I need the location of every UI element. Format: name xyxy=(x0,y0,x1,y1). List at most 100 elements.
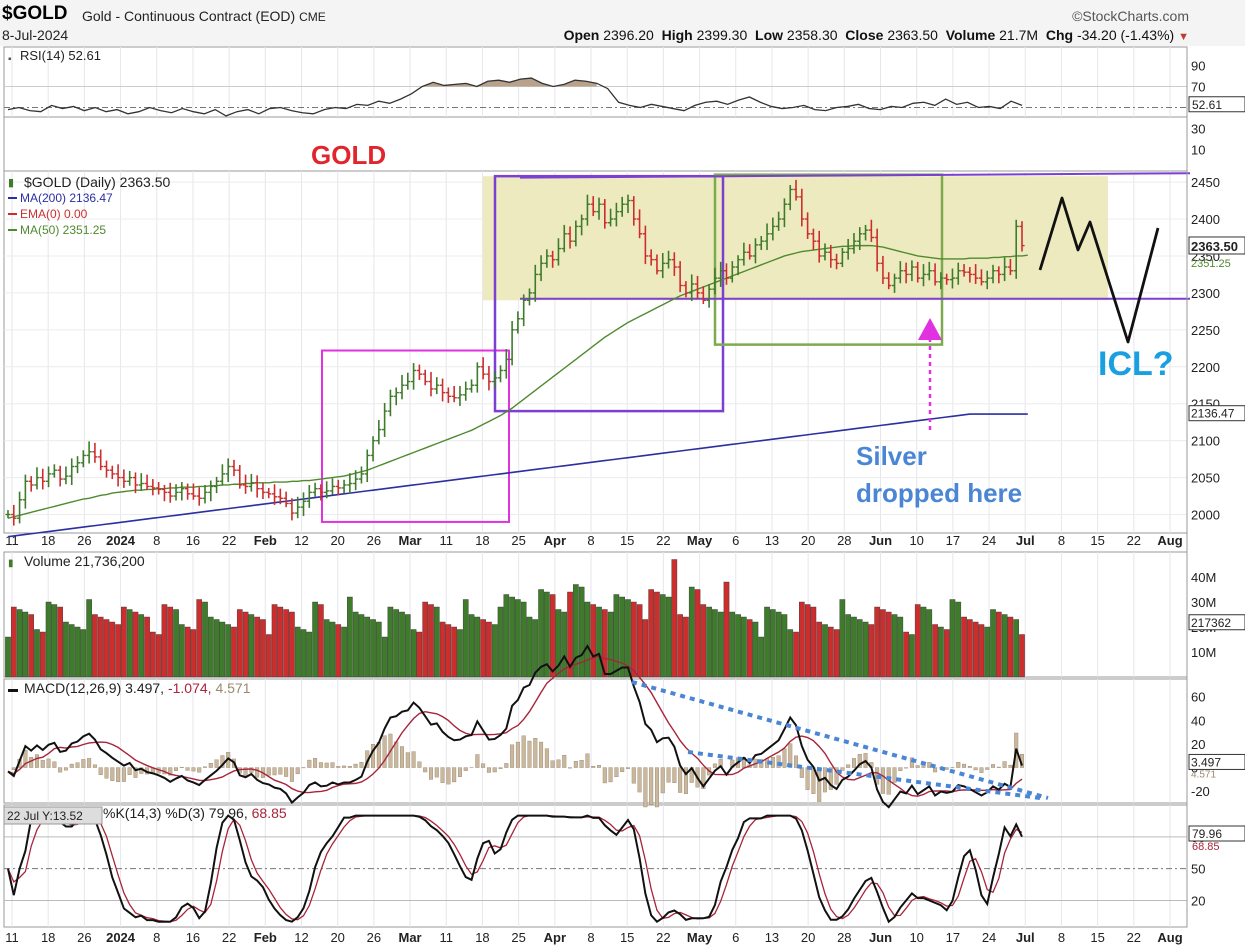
macd-histogram-bar xyxy=(527,740,532,768)
macd-histogram-bar xyxy=(579,760,584,768)
macd-histogram-bar xyxy=(649,767,654,806)
brand-label[interactable]: ©StockCharts.com xyxy=(1072,8,1189,24)
macd-histogram-bar xyxy=(69,763,74,768)
bottom-xtick-label: 8 xyxy=(153,930,160,945)
macd-histogram-bar xyxy=(556,759,561,768)
macd-histogram-bar xyxy=(342,765,347,768)
volume-bar xyxy=(590,604,597,678)
macd-histogram-bar xyxy=(880,767,885,794)
volume-ytick-label: 10M xyxy=(1191,645,1216,660)
volume-bar xyxy=(115,624,121,678)
volume-bar xyxy=(555,609,562,678)
volume-bar xyxy=(822,624,828,678)
volume-bar xyxy=(341,626,347,678)
bottom-xtick-label: 16 xyxy=(186,930,200,945)
rsi-ytick-label: 90 xyxy=(1191,59,1205,74)
volume-bar xyxy=(474,616,481,678)
macd-histogram-bar xyxy=(52,761,57,768)
volume-bar xyxy=(347,596,353,678)
bottom-xtick-label: 6 xyxy=(732,930,739,945)
macd-histogram-bar xyxy=(962,763,967,768)
price-xtick-label: 12 xyxy=(294,533,308,548)
macd-histogram-bar xyxy=(492,767,497,773)
volume-bar xyxy=(856,619,863,678)
macd-histogram-bar xyxy=(562,754,567,768)
bottom-xtick-label: 25 xyxy=(511,930,525,945)
rsi-current-tag-text: 52.61 xyxy=(1192,98,1222,112)
volume-bar xyxy=(630,601,637,678)
volume-bar xyxy=(74,626,81,678)
price-xtick-label: 8 xyxy=(153,533,160,548)
volume-bar xyxy=(648,589,654,678)
volume-bar xyxy=(885,611,892,678)
macd-histogram-bar xyxy=(654,767,659,808)
macd-histogram-bar xyxy=(614,767,619,778)
silver-arrow-head-icon xyxy=(918,318,942,340)
volume-bar xyxy=(381,636,388,678)
price-xtick-label: Feb xyxy=(254,533,277,548)
macd-histogram-bar xyxy=(121,767,126,782)
bottom-xtick-label: 8 xyxy=(1058,930,1065,945)
volume-bar xyxy=(712,609,718,678)
stochastic-d-tag-text: 68.85 xyxy=(1192,841,1220,853)
macd-histogram-bar xyxy=(637,767,642,793)
volume-bar xyxy=(671,559,678,678)
volume-bar xyxy=(63,621,69,678)
close-price-tag xyxy=(1188,236,1245,255)
bottom-xtick-label: 15 xyxy=(620,930,634,945)
macd-histogram-bar xyxy=(933,767,938,773)
volume-bar xyxy=(329,621,336,678)
volume-bar xyxy=(126,609,133,678)
macd-histogram-bar xyxy=(991,764,996,768)
bottom-xtick-label: 2024 xyxy=(106,930,136,945)
volume-bar xyxy=(468,614,475,678)
macd-histogram-bar xyxy=(591,766,596,768)
macd-histogram-bar xyxy=(498,767,503,769)
volume-bar xyxy=(700,604,707,678)
price-xtick-label: 15 xyxy=(1090,533,1104,548)
macd-histogram-bar xyxy=(324,762,329,768)
bottom-xtick-label: 10 xyxy=(909,930,923,945)
macd-histogram-bar xyxy=(776,755,781,768)
macd-label: MACD(12,26,9) 3.497, -1.074, 4.571 xyxy=(24,680,251,696)
volume-bar xyxy=(972,621,979,678)
bottom-xtick-label: 8 xyxy=(587,930,594,945)
ma200-line xyxy=(7,413,1028,538)
macd-histogram-bar xyxy=(799,767,804,778)
volume-bar xyxy=(404,614,411,678)
price-xtick-label: 28 xyxy=(837,533,851,548)
bottom-xtick-label: 11 xyxy=(5,930,19,945)
volume-bar xyxy=(184,626,191,678)
macd-histogram-bar xyxy=(857,754,862,768)
volume-bar xyxy=(376,621,382,678)
macd-histogram-bar xyxy=(620,767,625,772)
price-ytick-label: 2050 xyxy=(1191,471,1220,486)
bottom-xtick-label: 18 xyxy=(41,930,55,945)
macd-histogram-bar xyxy=(23,749,28,768)
macd-histogram-bar xyxy=(782,748,787,768)
volume-bar xyxy=(764,606,770,678)
macd-histogram-bar xyxy=(284,767,289,777)
tooltip-text: 22 Jul Y:13.52 xyxy=(7,809,83,823)
volume-bar xyxy=(103,619,110,678)
macd-histogram-bar xyxy=(133,767,138,778)
volume-bar xyxy=(503,594,510,678)
volume-bar xyxy=(433,606,440,678)
volume-bar xyxy=(254,616,260,678)
bottom-xtick-label: Feb xyxy=(254,930,277,945)
macd-histogram-bar xyxy=(631,767,636,784)
macd-histogram-bar xyxy=(58,767,63,773)
volume-bar xyxy=(880,609,886,678)
macd-histogram-bar xyxy=(486,767,491,773)
volume-bar xyxy=(422,601,428,678)
rsi-marker-icon: ▪ xyxy=(8,54,12,65)
macd-line xyxy=(7,644,1023,809)
macd-ytick-label: 40 xyxy=(1191,713,1205,728)
rsi-ytick-label: 30 xyxy=(1191,122,1205,137)
volume-bar xyxy=(370,619,376,678)
macd-histogram-bar xyxy=(1002,761,1007,768)
price-xtick-label: 26 xyxy=(367,533,381,548)
macd-histogram-bar xyxy=(851,758,856,768)
volume-bar xyxy=(833,629,840,678)
volume-bar xyxy=(16,609,23,678)
